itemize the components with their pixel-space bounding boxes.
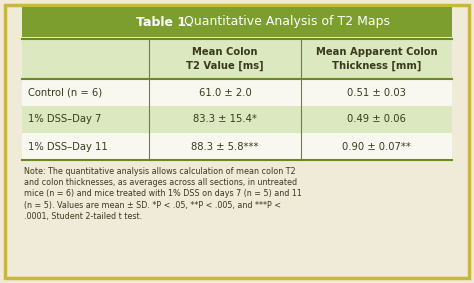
Text: (n = 5). Values are mean ± SD. *P < .05, **P < .005, and ***P <: (n = 5). Values are mean ± SD. *P < .05,… bbox=[24, 201, 281, 210]
Bar bbox=[22, 7, 452, 37]
Text: Control (n = 6): Control (n = 6) bbox=[28, 87, 102, 98]
Text: Mean Colon
T2 Value [ms]: Mean Colon T2 Value [ms] bbox=[186, 48, 264, 70]
Text: .0001, Student 2-tailed t test.: .0001, Student 2-tailed t test. bbox=[24, 212, 142, 221]
Bar bbox=[22, 106, 452, 133]
Text: 0.90 ± 0.07**: 0.90 ± 0.07** bbox=[342, 142, 411, 151]
Text: 0.51 ± 0.03: 0.51 ± 0.03 bbox=[347, 87, 406, 98]
Text: Mean Apparent Colon
Thickness [mm]: Mean Apparent Colon Thickness [mm] bbox=[316, 48, 438, 70]
Text: 1% DSS–Day 11: 1% DSS–Day 11 bbox=[28, 142, 108, 151]
Text: Table 1.: Table 1. bbox=[136, 16, 191, 29]
Text: 1% DSS–Day 7: 1% DSS–Day 7 bbox=[28, 115, 101, 125]
Text: 88.3 ± 5.8***: 88.3 ± 5.8*** bbox=[191, 142, 259, 151]
Text: 83.3 ± 15.4*: 83.3 ± 15.4* bbox=[193, 115, 257, 125]
Bar bbox=[22, 133, 452, 160]
Text: 61.0 ± 2.0: 61.0 ± 2.0 bbox=[199, 87, 252, 98]
Text: Quantitative Analysis of T2 Maps: Quantitative Analysis of T2 Maps bbox=[180, 16, 390, 29]
Text: mice (n = 6) and mice treated with 1% DSS on days 7 (n = 5) and 11: mice (n = 6) and mice treated with 1% DS… bbox=[24, 189, 302, 198]
Text: and colon thicknesses, as averages across all sections, in untreated: and colon thicknesses, as averages acros… bbox=[24, 178, 297, 187]
Bar bbox=[22, 79, 452, 106]
Text: Note: The quantitative analysis allows calculation of mean colon T2: Note: The quantitative analysis allows c… bbox=[24, 167, 296, 176]
Text: 0.49 ± 0.06: 0.49 ± 0.06 bbox=[347, 115, 406, 125]
Bar bbox=[22, 39, 452, 79]
